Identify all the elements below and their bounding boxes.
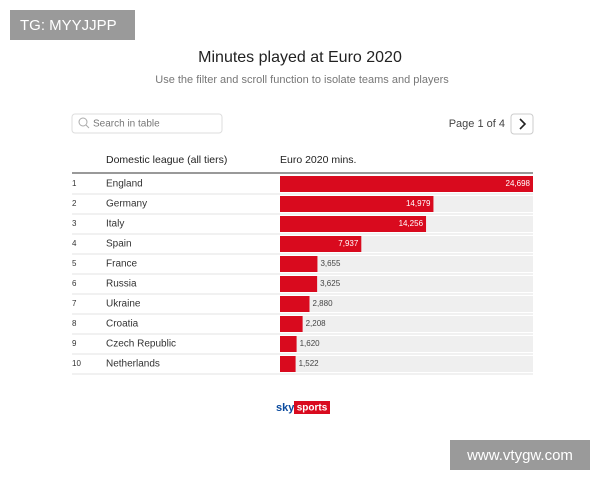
row-label: Spain — [106, 239, 132, 250]
rank: 1 — [72, 179, 77, 188]
value-label: 2,208 — [306, 319, 327, 328]
bar — [280, 236, 362, 252]
watermark: TG: MYYJJPP — [20, 17, 117, 34]
bar-track — [280, 356, 533, 372]
value-label: 14,979 — [406, 199, 431, 208]
row-label: Ukraine — [106, 299, 141, 310]
value-label: 1,620 — [300, 339, 321, 348]
pagination: Page 1 of 4 — [449, 118, 505, 130]
rank: 6 — [72, 279, 77, 288]
search-icon — [85, 124, 90, 129]
bar — [280, 216, 427, 232]
chart-title: Minutes played at Euro 2020 — [198, 49, 402, 66]
column-header: Euro 2020 mins. — [280, 154, 356, 166]
logo-box — [294, 401, 330, 414]
rank: 4 — [72, 239, 77, 248]
bar-track — [280, 256, 533, 272]
rank: 2 — [72, 199, 77, 208]
logo-sky: sky — [276, 402, 295, 414]
row-label: Germany — [106, 199, 147, 210]
bar-track — [280, 296, 533, 312]
logo-sports: sports — [297, 403, 328, 414]
row-label: Czech Republic — [106, 339, 176, 350]
watermark-box — [450, 440, 590, 470]
bar — [280, 276, 318, 292]
bar — [280, 356, 296, 372]
rank: 8 — [72, 319, 77, 328]
row-label: France — [106, 259, 138, 270]
chart-subtitle: Use the filter and scroll function to is… — [155, 74, 449, 86]
row-label: Russia — [106, 279, 137, 290]
rank: 9 — [72, 339, 77, 348]
row-label: Croatia — [106, 319, 139, 330]
bar — [280, 336, 297, 352]
bar-track — [280, 336, 533, 352]
rank: 3 — [72, 219, 77, 228]
bar-track — [280, 316, 533, 332]
value-label: 7,937 — [338, 239, 359, 248]
watermark-box — [10, 10, 135, 40]
bar — [280, 256, 318, 272]
search-box[interactable] — [71, 113, 223, 134]
rank: 7 — [72, 299, 77, 308]
value-label: 14,256 — [399, 219, 424, 228]
bar — [280, 176, 533, 192]
rank: 10 — [72, 359, 81, 368]
value-label: 24,698 — [506, 179, 531, 188]
value-label: 3,625 — [320, 279, 341, 288]
search-placeholder: Search in table — [93, 119, 160, 130]
column-header: Domestic league (all tiers) — [106, 154, 227, 166]
rank: 5 — [72, 259, 77, 268]
row-label: England — [106, 179, 143, 190]
value-label: 2,880 — [313, 299, 334, 308]
watermark: www.vtygw.com — [466, 447, 573, 464]
bar — [280, 196, 434, 212]
bar — [280, 296, 310, 312]
next-page-button[interactable] — [510, 113, 534, 135]
next-arrow — [519, 118, 527, 130]
row-label: Italy — [106, 219, 124, 230]
bar — [280, 316, 303, 332]
bar-track — [280, 276, 533, 292]
search-icon — [78, 117, 88, 127]
row-label: Netherlands — [106, 359, 160, 370]
value-label: 3,655 — [320, 259, 341, 268]
value-label: 1,522 — [299, 359, 320, 368]
